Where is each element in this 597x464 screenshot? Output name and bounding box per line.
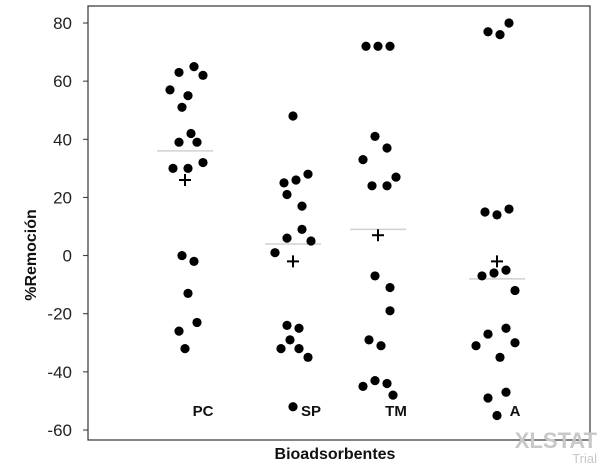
data-point — [174, 326, 184, 336]
y-tick-label: 80 — [53, 14, 72, 33]
category-label: TM — [385, 403, 407, 420]
data-point — [183, 91, 193, 101]
data-point — [192, 137, 202, 147]
data-point — [370, 131, 380, 141]
watermark-subtext: Trial — [572, 451, 597, 464]
data-point — [382, 143, 392, 153]
data-point — [483, 329, 493, 339]
data-point — [174, 137, 184, 147]
data-point — [504, 204, 514, 214]
data-point — [495, 30, 505, 40]
category-label: PC — [193, 403, 214, 420]
data-point — [388, 390, 398, 400]
category-label: SP — [301, 403, 321, 420]
data-point — [370, 375, 380, 386]
data-point — [501, 265, 511, 275]
data-point — [489, 268, 499, 278]
data-point — [510, 285, 520, 296]
y-tick-label: 20 — [53, 188, 72, 207]
category-labels: PC SP TM A — [193, 403, 521, 420]
mean-lines — [157, 150, 525, 280]
data-point — [483, 393, 493, 403]
data-point — [279, 178, 289, 188]
data-point — [174, 67, 184, 78]
data-point — [483, 27, 493, 37]
y-axis-title: %Remoción — [23, 209, 40, 301]
y-tick-label: -40 — [47, 363, 72, 382]
data-point — [492, 410, 502, 421]
data-point — [370, 271, 380, 281]
data-point — [510, 338, 520, 348]
mean-marker — [179, 173, 191, 186]
data-point — [501, 323, 511, 333]
data-point — [282, 233, 292, 243]
data-point — [192, 317, 202, 328]
data-point — [376, 341, 386, 351]
y-tick-label: -20 — [47, 305, 72, 324]
data-point — [385, 41, 395, 51]
data-point — [367, 181, 377, 191]
plot-frame — [87, 5, 591, 441]
data-point — [477, 271, 487, 281]
data-point — [306, 236, 316, 246]
mean-marker — [372, 229, 384, 242]
data-point — [270, 248, 280, 258]
data-point — [297, 224, 307, 235]
y-tick-label: 60 — [53, 72, 72, 91]
data-point — [382, 378, 392, 389]
x-axis-title: Bioadsorbentes — [275, 446, 396, 463]
data-point — [276, 344, 286, 354]
data-point — [480, 207, 490, 217]
data-point — [165, 85, 175, 95]
data-point — [189, 256, 199, 266]
data-point — [358, 155, 368, 165]
data-point — [285, 335, 295, 345]
data-point — [492, 210, 502, 220]
data-point — [471, 341, 481, 351]
data-point — [303, 169, 313, 179]
data-point — [288, 111, 298, 121]
category-label: A — [510, 403, 521, 420]
data-point — [385, 282, 395, 293]
data-point — [364, 335, 374, 345]
data-point — [297, 201, 307, 211]
data-point — [294, 323, 304, 333]
mean-marker — [287, 255, 299, 268]
data-point — [282, 320, 292, 330]
y-axis-ticks: -60 -40 -20 0 20 40 60 80 — [47, 14, 88, 440]
data-point — [183, 288, 193, 298]
data-point — [358, 381, 368, 391]
data-point — [391, 172, 401, 182]
data-point — [385, 306, 395, 316]
data-point — [198, 70, 208, 80]
data-point — [198, 157, 208, 168]
y-tick-label: -60 — [47, 421, 72, 440]
data-point — [282, 189, 292, 200]
mean-marker — [491, 255, 503, 268]
data-point — [501, 387, 511, 397]
data-point — [177, 102, 187, 112]
data-point — [168, 163, 178, 173]
data-point — [495, 352, 505, 362]
data-point — [361, 41, 371, 51]
data-point — [504, 18, 514, 28]
data-point — [288, 402, 298, 412]
data-point — [189, 62, 199, 72]
plot-border — [87, 5, 591, 441]
watermark-text: XLSTAT — [515, 428, 597, 453]
y-tick-label: 0 — [63, 247, 72, 266]
y-tick-label: 40 — [53, 130, 72, 149]
mean-markers — [179, 173, 503, 268]
data-point — [294, 344, 304, 354]
data-point — [382, 181, 392, 191]
data-point — [186, 128, 196, 139]
data-point — [373, 41, 383, 51]
data-point — [180, 344, 190, 354]
data-point — [291, 175, 301, 185]
data-point — [303, 352, 313, 362]
data-points — [165, 18, 520, 421]
data-point — [177, 250, 187, 261]
data-point — [183, 163, 193, 173]
